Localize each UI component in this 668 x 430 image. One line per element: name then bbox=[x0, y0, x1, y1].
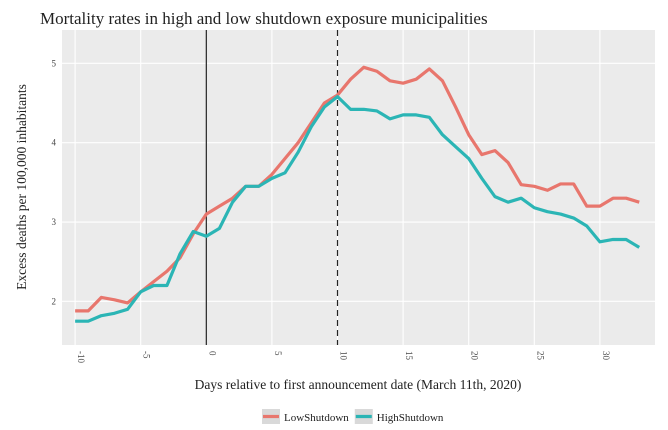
y-tick-label: 5 bbox=[52, 58, 57, 68]
x-tick-label: -5 bbox=[142, 351, 152, 359]
x-tick-label: 15 bbox=[404, 351, 414, 361]
y-axis-label: Excess deaths per 100,000 inhabitants bbox=[14, 84, 29, 290]
y-tick-label: 3 bbox=[52, 217, 57, 227]
x-tick-label: -10 bbox=[76, 351, 86, 363]
legend-label: LowShutdown bbox=[284, 412, 349, 424]
series-line bbox=[75, 65, 640, 313]
chart-title: Mortality rates in high and low shutdown… bbox=[40, 9, 488, 28]
x-axis-label: Days relative to first announcement date… bbox=[195, 377, 522, 392]
x-tick-label: 25 bbox=[535, 351, 545, 361]
legend-label: HighShutdown bbox=[377, 412, 444, 424]
series-line bbox=[75, 95, 641, 323]
y-tick-label: 4 bbox=[52, 138, 57, 148]
x-tick-label: 10 bbox=[339, 351, 349, 361]
plot-panel bbox=[62, 30, 655, 345]
x-tick-label: 30 bbox=[601, 351, 611, 361]
x-tick-label: 0 bbox=[207, 351, 217, 356]
y-tick-label: 2 bbox=[52, 296, 57, 306]
x-tick-label: 20 bbox=[470, 351, 480, 361]
x-tick-label: 5 bbox=[273, 351, 283, 356]
